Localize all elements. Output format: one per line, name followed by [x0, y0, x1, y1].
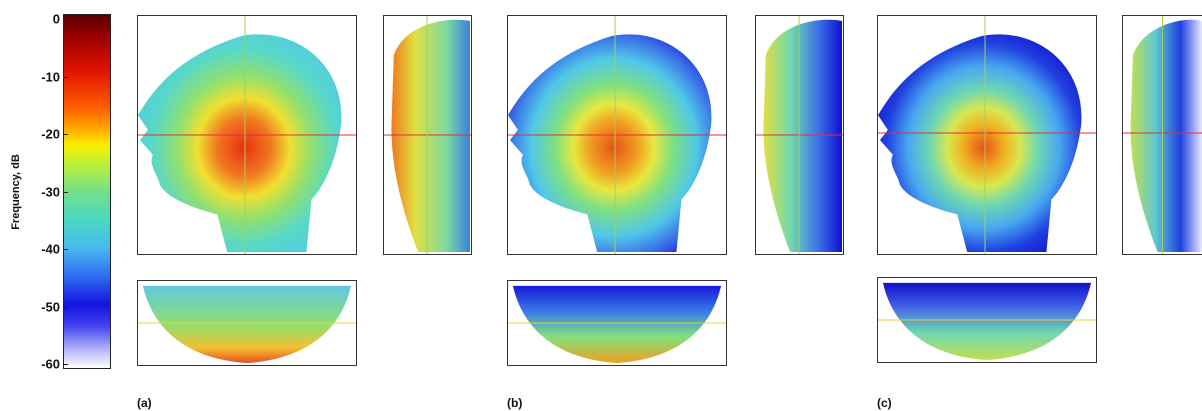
panel-a-coronal-view — [383, 15, 472, 255]
colorbar-tick-mark — [63, 76, 68, 78]
panel-c-sagittal-view — [877, 15, 1097, 255]
panel-b-sagittal-view — [507, 15, 727, 255]
colorbar-tick-label: -50 — [41, 299, 60, 314]
colorbar — [63, 14, 111, 369]
colorbar-tick-label: -20 — [41, 126, 60, 142]
panel-c-caption: (c) — [877, 396, 892, 410]
colorbar-tick-mark — [63, 306, 68, 308]
colorbar-tick-mark — [63, 134, 68, 135]
panel-b-caption: (b) — [507, 396, 523, 410]
colorbar-tick-label: -10 — [41, 69, 60, 84]
panel-b-coronal-view — [755, 15, 844, 255]
colorbar-tick-label: -40 — [41, 241, 60, 257]
panel-c-axial-view — [877, 277, 1097, 363]
colorbar-tick-mark — [63, 191, 68, 193]
panel-a-axial-view — [137, 280, 357, 366]
colorbar-tick-label: 0 — [52, 11, 60, 27]
colorbar-tick-label: -60 — [41, 356, 60, 372]
colorbar-tick-label: -30 — [41, 184, 60, 199]
panel-b-axial-view — [507, 280, 727, 366]
colorbar-tick-mark — [63, 19, 68, 20]
colorbar-tick-mark — [63, 249, 68, 250]
panel-a-sagittal-view — [137, 15, 357, 255]
colorbar-tick-mark — [63, 364, 68, 365]
panel-a-caption: (a) — [137, 396, 152, 410]
panel-c-coronal-view — [1122, 15, 1202, 255]
